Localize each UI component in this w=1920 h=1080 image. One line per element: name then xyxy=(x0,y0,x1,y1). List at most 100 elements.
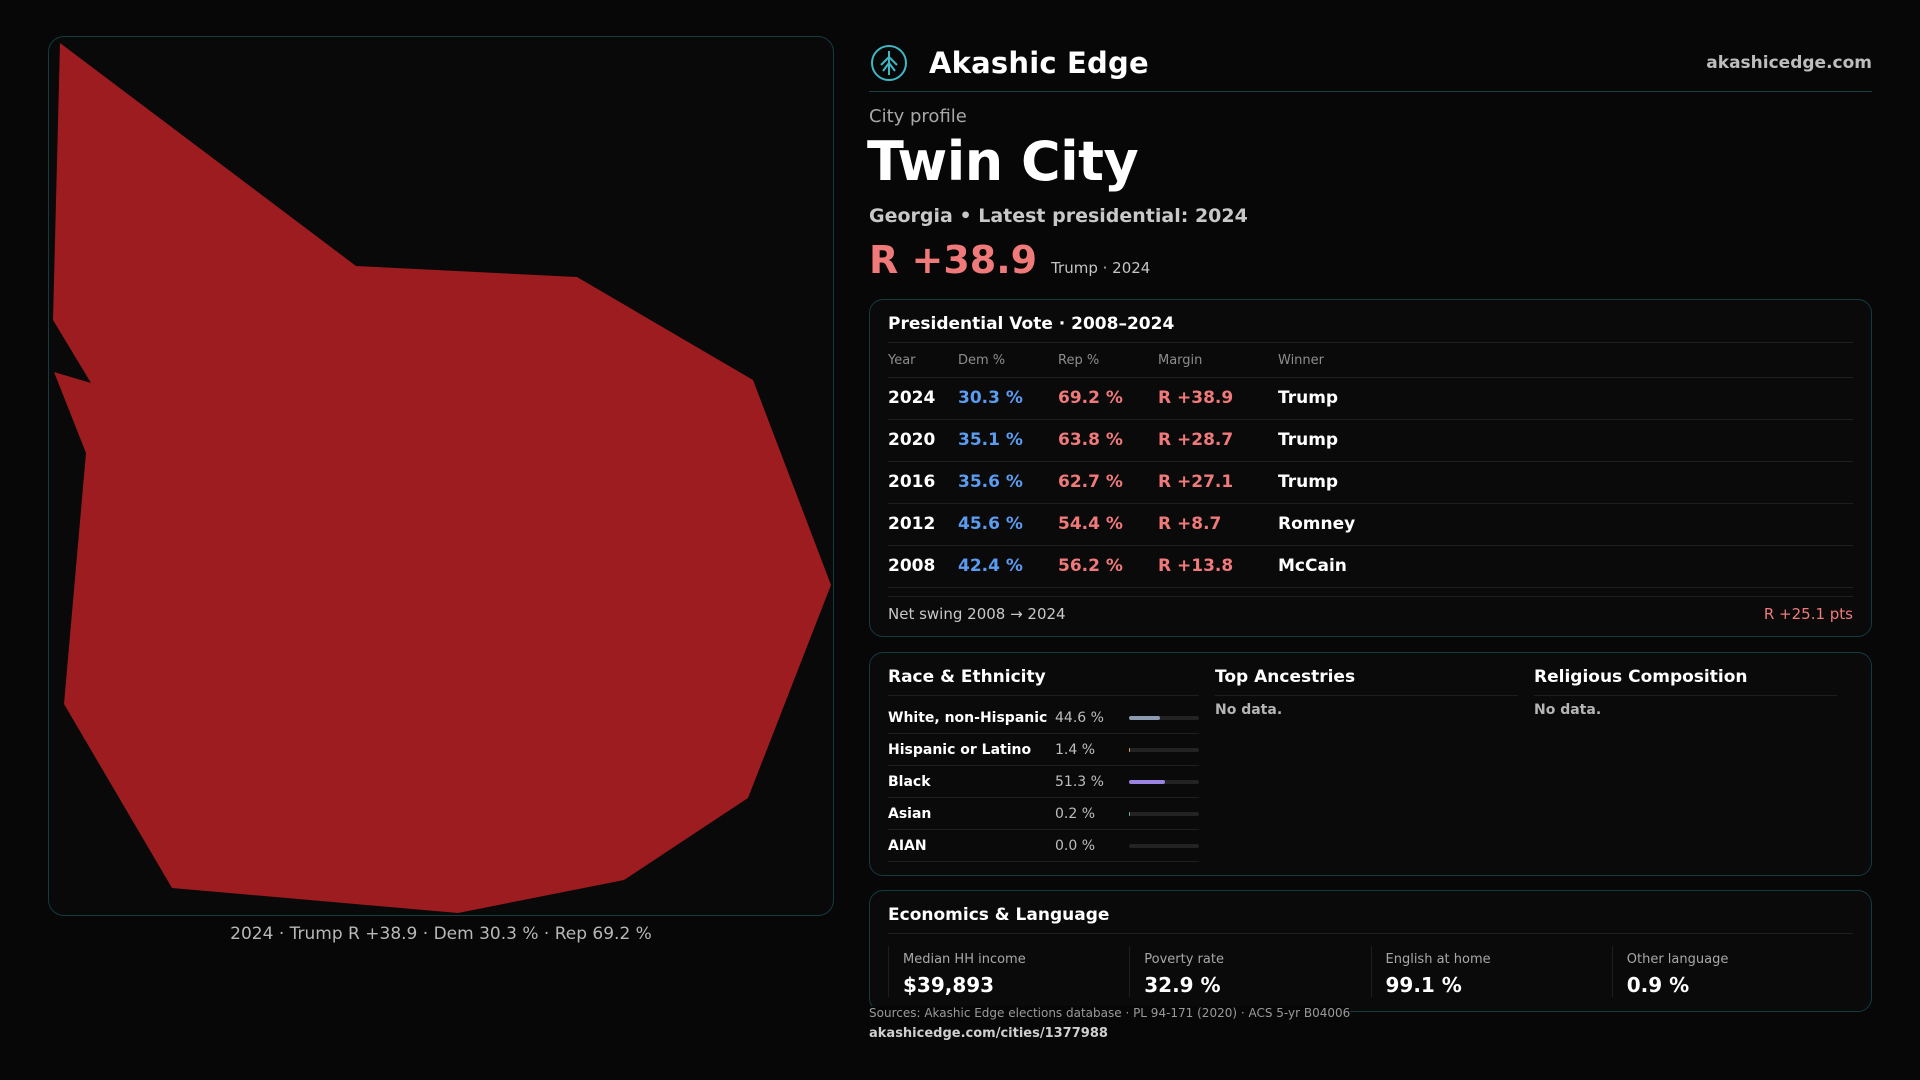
stat-label: Other language xyxy=(1626,952,1729,967)
column-header: Rep % xyxy=(1058,345,1158,378)
year-cell: 2016 xyxy=(888,461,958,504)
margin-cell: R +27.1 xyxy=(1158,461,1278,504)
race-bar-fill xyxy=(1129,715,1161,720)
stat-label: Poverty rate xyxy=(1144,952,1224,967)
stat-value: 99.1 % xyxy=(1385,973,1462,997)
page-title: Twin City xyxy=(867,130,1139,193)
list-item: Hispanic or Latino 1.4 % xyxy=(888,734,1199,766)
list-item: Asian 0.2 % xyxy=(888,798,1199,830)
economics-card: Economics & Language Median HH income $3… xyxy=(869,890,1872,1012)
map-caption: 2024 · Trump R +38.9 · Dem 30.3 % · Rep … xyxy=(230,924,652,944)
dem-cell: 35.6 % xyxy=(958,461,1058,504)
stat-value: $39,893 xyxy=(903,973,995,997)
rep-cell: 62.7 % xyxy=(1058,461,1158,504)
margin-cell: R +28.7 xyxy=(1158,419,1278,462)
stat-label: English at home xyxy=(1385,952,1491,967)
race-percent: 0.2 % xyxy=(1055,805,1096,822)
margin-cell: R +13.8 xyxy=(1158,545,1278,588)
page-kicker: City profile xyxy=(869,106,967,127)
site-link[interactable]: akashicedge.com xyxy=(1706,52,1872,73)
race-name: White, non-Hispanic xyxy=(888,709,1048,726)
page-subtitle: Georgia • Latest presidential: 2024 xyxy=(869,205,1248,227)
economics-stats: Median HH income $39,893 Poverty rate 32… xyxy=(888,946,1853,997)
card-title: Presidential Vote · 2008–2024 xyxy=(888,314,1853,343)
tree-icon[interactable] xyxy=(869,43,909,83)
dem-cell: 42.4 % xyxy=(958,545,1058,588)
column-header: Winner xyxy=(1278,345,1853,378)
dem-cell: 35.1 % xyxy=(958,419,1058,462)
table-row: 2008 42.4 % 56.2 % R +13.8 McCain xyxy=(888,545,1853,588)
race-bar xyxy=(1129,811,1199,816)
race-bar xyxy=(1129,715,1199,720)
race-name: Hispanic or Latino xyxy=(888,741,1032,758)
race-name: AIAN xyxy=(888,837,927,854)
demographics-card: Race & Ethnicity White, non-Hispanic 44.… xyxy=(869,652,1872,876)
year-cell: 2008 xyxy=(888,545,958,588)
headline-margin: R +38.9 Trump · 2024 xyxy=(869,238,1150,282)
section-title: Race & Ethnicity xyxy=(888,667,1199,696)
city-boundary-map xyxy=(53,43,831,913)
year-cell: 2012 xyxy=(888,503,958,546)
net-swing-row: Net swing 2008 → 2024 R +25.1 pts xyxy=(888,595,1853,623)
race-name: Black xyxy=(888,773,931,790)
margin-value: R +38.9 xyxy=(869,238,1038,282)
city-map-panel xyxy=(48,36,834,916)
rep-cell: 54.4 % xyxy=(1058,503,1158,546)
rep-cell: 56.2 % xyxy=(1058,545,1158,588)
presidential-table: Year Dem % Rep % Margin Winner 2024 30.3… xyxy=(888,345,1853,588)
margin-cell: R +38.9 xyxy=(1158,377,1278,420)
empty-state: No data. xyxy=(1215,702,1283,718)
list-item: Black 51.3 % xyxy=(888,766,1199,798)
stat-median-income: Median HH income $39,893 xyxy=(888,946,1129,997)
race-percent: 51.3 % xyxy=(1055,773,1104,790)
stat-value: 0.9 % xyxy=(1626,973,1690,997)
race-name: Asian xyxy=(888,805,932,822)
card-title: Economics & Language xyxy=(888,905,1853,934)
year-cell: 2020 xyxy=(888,419,958,462)
rep-cell: 63.8 % xyxy=(1058,419,1158,462)
race-percent: 44.6 % xyxy=(1055,709,1104,726)
net-swing-label: Net swing 2008 → 2024 xyxy=(888,604,1066,623)
section-title: Top Ancestries xyxy=(1215,667,1518,696)
ancestries-section: Top Ancestries No data. xyxy=(1215,667,1534,861)
column-header: Margin xyxy=(1158,345,1278,378)
page-url-link[interactable]: akashicedge.com/cities/1377988 xyxy=(869,1026,1108,1041)
stat-other-language: Other language 0.9 % xyxy=(1611,946,1853,997)
table-row: 2016 35.6 % 62.7 % R +27.1 Trump xyxy=(888,461,1853,504)
race-bar xyxy=(1129,779,1199,784)
dem-cell: 30.3 % xyxy=(958,377,1058,420)
race-bar xyxy=(1129,843,1199,848)
winner-cell: Trump xyxy=(1278,461,1853,504)
race-percent: 1.4 % xyxy=(1055,741,1096,758)
stat-value: 32.9 % xyxy=(1144,973,1221,997)
winner-cell: Trump xyxy=(1278,377,1853,420)
margin-cell: R +8.7 xyxy=(1158,503,1278,546)
brand-name[interactable]: Akashic Edge xyxy=(929,45,1149,80)
city-boundary-shape xyxy=(53,43,831,913)
dem-cell: 45.6 % xyxy=(958,503,1058,546)
stat-english-at-home: English at home 99.1 % xyxy=(1370,946,1612,997)
table-row: 2024 30.3 % 69.2 % R +38.9 Trump xyxy=(888,377,1853,420)
presidential-vote-card: Presidential Vote · 2008–2024 Year Dem %… xyxy=(869,299,1872,637)
table-row: 2012 45.6 % 54.4 % R +8.7 Romney xyxy=(888,503,1853,546)
race-bar xyxy=(1129,747,1199,752)
site-header: Akashic Edge akashicedge.com xyxy=(869,34,1872,92)
race-ethnicity-section: Race & Ethnicity White, non-Hispanic 44.… xyxy=(888,667,1215,862)
column-header: Year xyxy=(888,345,958,378)
race-bar-fill xyxy=(1129,779,1165,784)
table-header-row: Year Dem % Rep % Margin Winner xyxy=(888,345,1853,378)
winner-cell: McCain xyxy=(1278,545,1853,588)
section-title: Religious Composition xyxy=(1534,667,1837,696)
winner-cell: Romney xyxy=(1278,503,1853,546)
list-item: White, non-Hispanic 44.6 % xyxy=(888,702,1199,734)
net-swing-value: R +25.1 pts xyxy=(1763,604,1853,623)
sources-note: Sources: Akashic Edge elections database… xyxy=(869,1006,1351,1020)
religion-section: Religious Composition No data. xyxy=(1534,667,1853,861)
margin-note: Trump · 2024 xyxy=(1051,259,1151,277)
winner-cell: Trump xyxy=(1278,419,1853,462)
stat-poverty-rate: Poverty rate 32.9 % xyxy=(1129,946,1370,997)
rep-cell: 69.2 % xyxy=(1058,377,1158,420)
table-row: 2020 35.1 % 63.8 % R +28.7 Trump xyxy=(888,419,1853,462)
race-percent: 0.0 % xyxy=(1055,837,1096,854)
race-bar-fill xyxy=(1129,747,1130,752)
